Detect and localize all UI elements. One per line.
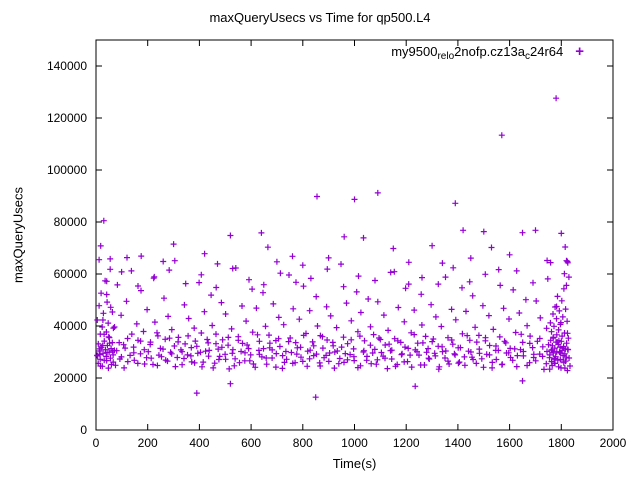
y-tick-label: 40000 xyxy=(54,319,88,333)
y-tick-label: 140000 xyxy=(47,59,87,73)
x-axis-label: Time(s) xyxy=(332,456,377,471)
legend-label-segment: 24r64 xyxy=(529,44,564,59)
axis-ticks xyxy=(95,40,614,431)
y-tick-label: 60000 xyxy=(54,267,88,281)
y-tick-label: 0 xyxy=(80,423,87,437)
legend-label-segment: o xyxy=(448,51,455,62)
x-tick-label: 200 xyxy=(138,436,158,450)
data-points xyxy=(94,95,573,401)
x-tick-label: 400 xyxy=(189,436,209,450)
legend-label: my9500relo2nofp.cz13ac24r64 xyxy=(391,44,564,62)
legend-label-segment: rel xyxy=(437,51,449,62)
chart-title: maxQueryUsecs vs Time for qp500.L4 xyxy=(209,10,431,25)
x-tick-label: 0 xyxy=(93,436,100,450)
legend-label-segment: my9500 xyxy=(391,44,438,59)
x-tick-label: 1200 xyxy=(393,436,420,450)
plot-border xyxy=(95,39,614,431)
x-tick-label: 2000 xyxy=(600,436,627,450)
x-tick-label: 600 xyxy=(241,436,261,450)
y-tick-label: 80000 xyxy=(54,215,88,229)
legend: my9500relo2nofp.cz13ac24r64 + xyxy=(391,43,584,62)
x-tick-label: 1600 xyxy=(496,436,523,450)
legend-label-segment: 2nofp.cz13a xyxy=(454,44,525,59)
y-axis-label: maxQueryUsecs xyxy=(10,186,26,284)
y-tick-label: 20000 xyxy=(54,371,88,385)
y-tick-label: 120000 xyxy=(47,111,87,125)
x-tick-label: 1000 xyxy=(341,436,368,450)
plus-marker-icon: + xyxy=(575,43,584,60)
y-tick-label: 100000 xyxy=(47,163,87,177)
legend-label-segment: c xyxy=(524,51,530,62)
x-tick-label: 1800 xyxy=(548,436,575,450)
x-tick-label: 1400 xyxy=(445,436,472,450)
x-tick-label: 800 xyxy=(293,436,313,450)
